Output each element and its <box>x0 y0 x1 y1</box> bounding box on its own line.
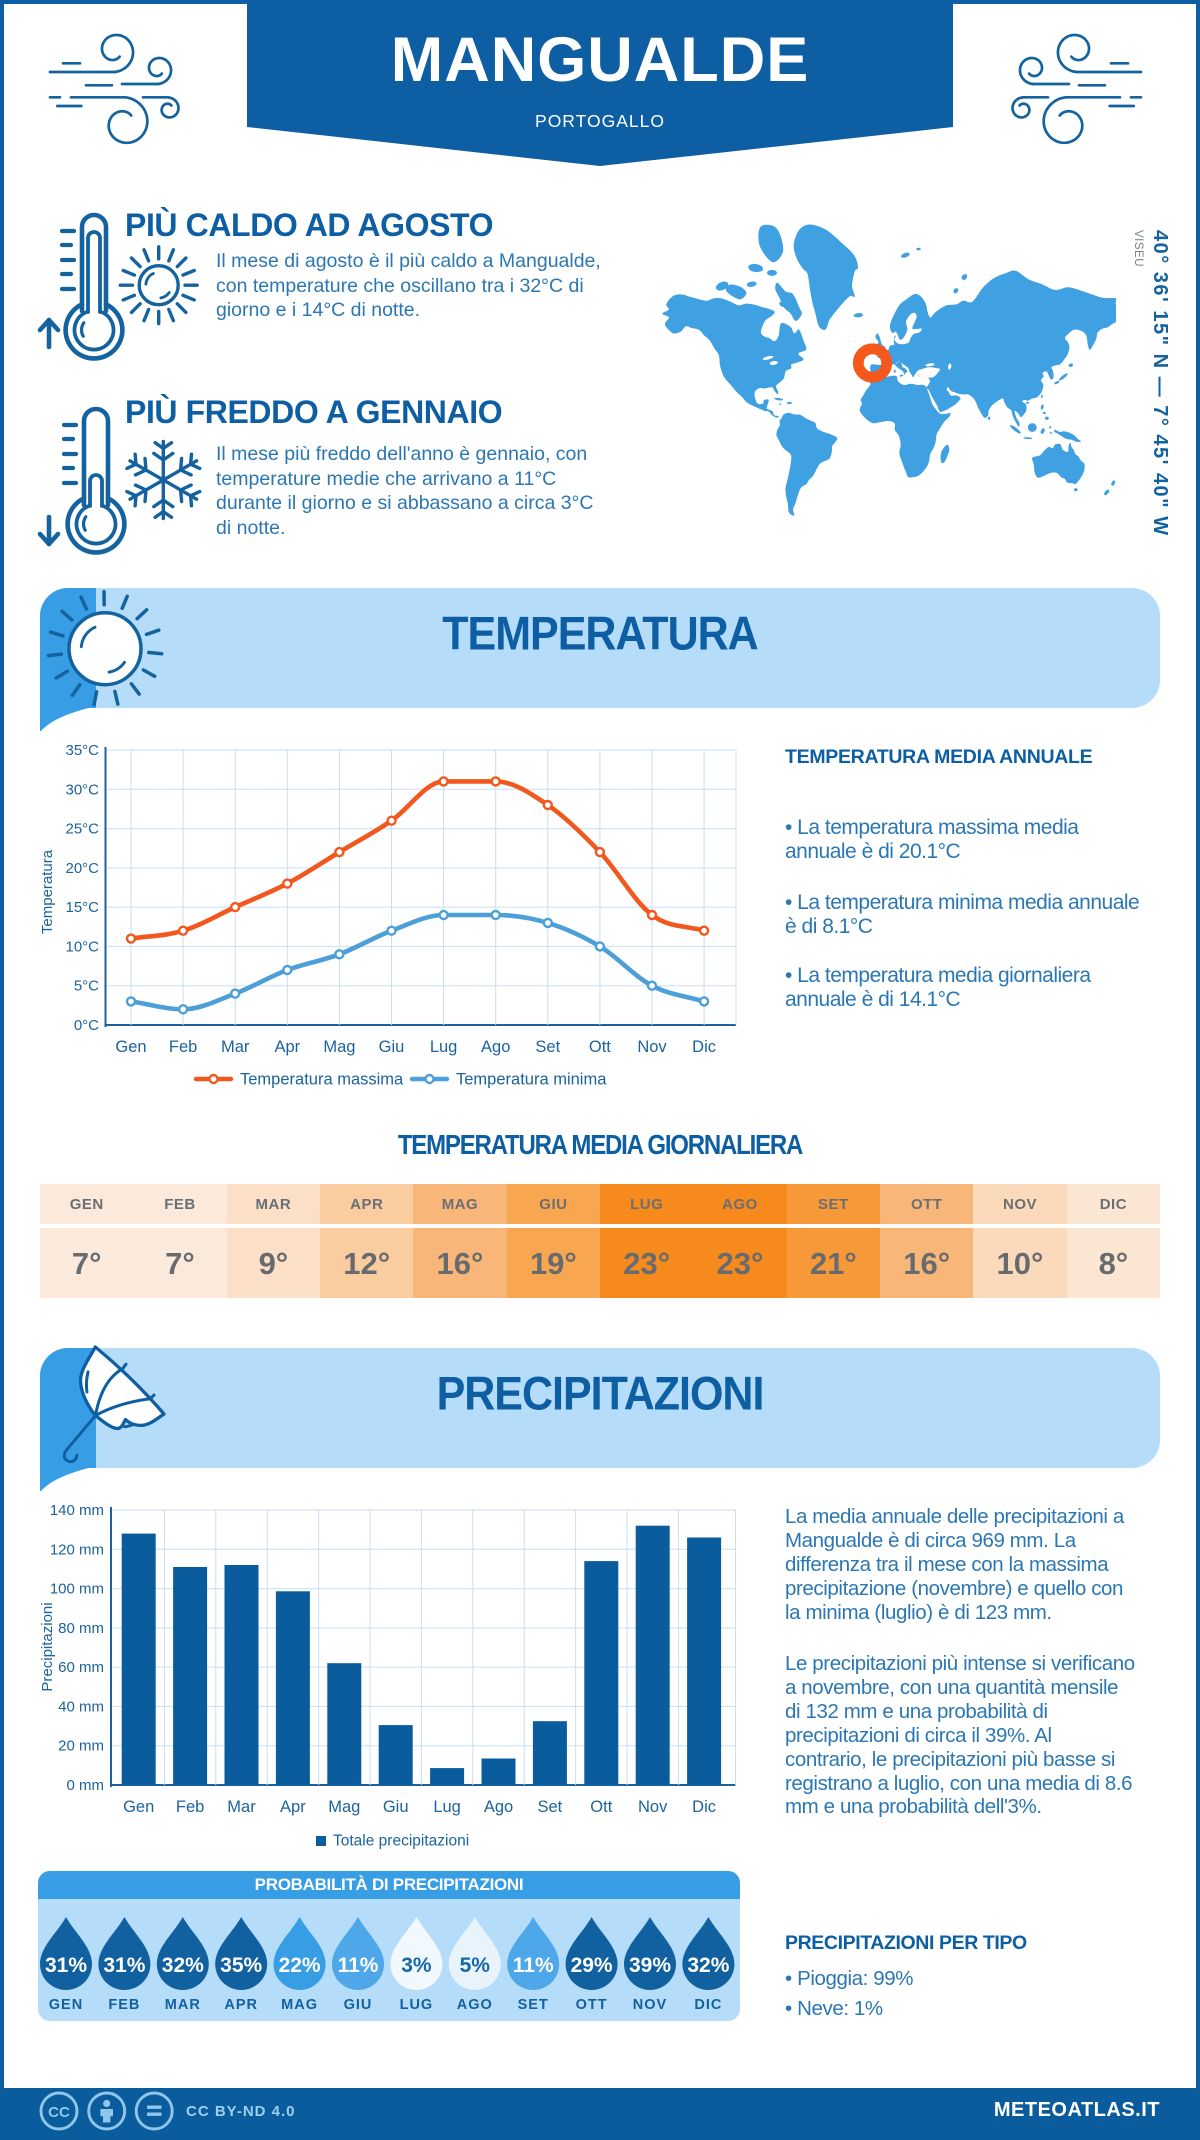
svg-text:22%: 22% <box>279 1954 321 1977</box>
svg-text:25°C: 25°C <box>65 821 99 838</box>
svg-text:Dic: Dic <box>692 1798 716 1816</box>
svg-text:31%: 31% <box>45 1954 87 1977</box>
svg-text:Temperatura: Temperatura <box>39 849 56 934</box>
svg-text:Giu: Giu <box>383 1798 409 1816</box>
svg-text:Ott: Ott <box>589 1038 611 1056</box>
svg-text:Ago: Ago <box>481 1038 510 1056</box>
svg-text:Temperatura massima: Temperatura massima <box>240 1071 404 1089</box>
svg-text:32%: 32% <box>687 1954 729 1977</box>
svg-text:10°C: 10°C <box>65 938 99 955</box>
svg-text:Ott: Ott <box>590 1798 612 1816</box>
svg-text:Lug: Lug <box>433 1798 461 1816</box>
svg-text:32%: 32% <box>162 1954 204 1977</box>
svg-text:Nov: Nov <box>637 1038 667 1056</box>
svg-text:29%: 29% <box>571 1954 613 1977</box>
svg-text:Lug: Lug <box>430 1038 458 1056</box>
svg-text:AGO: AGO <box>457 1997 493 2013</box>
svg-text:Dic: Dic <box>692 1038 716 1056</box>
svg-text:Totale precipitazioni: Totale precipitazioni <box>333 1833 469 1850</box>
svg-text:GEN: GEN <box>49 1997 83 2013</box>
svg-text:11%: 11% <box>338 1954 379 1977</box>
svg-text:35%: 35% <box>220 1954 262 1977</box>
svg-text:Giu: Giu <box>379 1038 405 1056</box>
svg-text:3%: 3% <box>401 1954 432 1977</box>
svg-text:20°C: 20°C <box>65 860 99 877</box>
svg-text:120 mm: 120 mm <box>50 1541 104 1558</box>
svg-text:Precipitazioni: Precipitazioni <box>39 1602 56 1691</box>
svg-text:OTT: OTT <box>576 1997 608 2013</box>
svg-text:Feb: Feb <box>176 1798 204 1816</box>
svg-text:Apr: Apr <box>280 1798 306 1816</box>
svg-text:CC: CC <box>48 2104 70 2121</box>
svg-text:MAG: MAG <box>281 1997 318 2013</box>
svg-text:Ago: Ago <box>484 1798 513 1816</box>
svg-text:LUG: LUG <box>400 1997 434 2013</box>
svg-text:Feb: Feb <box>169 1038 197 1056</box>
svg-text:MAR: MAR <box>165 1997 201 2013</box>
svg-text:Mag: Mag <box>323 1038 355 1056</box>
svg-text:39%: 39% <box>629 1954 671 1977</box>
svg-text:35°C: 35°C <box>65 742 99 759</box>
svg-text:80 mm: 80 mm <box>58 1620 104 1637</box>
svg-text:GIU: GIU <box>344 1997 373 2013</box>
svg-text:NOV: NOV <box>633 1997 667 2013</box>
svg-text:20 mm: 20 mm <box>58 1738 104 1755</box>
svg-text:FEB: FEB <box>108 1997 140 2013</box>
svg-text:0 mm: 0 mm <box>67 1777 105 1794</box>
svg-text:Mag: Mag <box>328 1798 360 1816</box>
svg-text:Apr: Apr <box>274 1038 300 1056</box>
svg-text:5%: 5% <box>460 1954 491 1977</box>
svg-text:Set: Set <box>535 1038 560 1056</box>
svg-text:15°C: 15°C <box>65 899 99 916</box>
svg-text:DIC: DIC <box>694 1997 722 2013</box>
svg-text:31%: 31% <box>103 1954 145 1977</box>
svg-text:0°C: 0°C <box>74 1017 99 1034</box>
svg-text:5°C: 5°C <box>74 978 99 995</box>
svg-text:100 mm: 100 mm <box>50 1581 104 1598</box>
svg-text:APR: APR <box>224 1997 258 2013</box>
svg-text:Set: Set <box>538 1798 563 1816</box>
svg-text:60 mm: 60 mm <box>58 1659 104 1676</box>
svg-text:Mar: Mar <box>227 1798 256 1816</box>
svg-text:40 mm: 40 mm <box>58 1698 104 1715</box>
svg-text:30°C: 30°C <box>65 781 99 798</box>
svg-text:11%: 11% <box>513 1954 554 1977</box>
svg-text:Mar: Mar <box>221 1038 250 1056</box>
svg-text:140 mm: 140 mm <box>50 1502 104 1519</box>
svg-text:Temperatura minima: Temperatura minima <box>456 1071 607 1089</box>
svg-text:Gen: Gen <box>115 1038 146 1056</box>
svg-text:SET: SET <box>518 1997 549 2013</box>
svg-text:Nov: Nov <box>638 1798 668 1816</box>
svg-text:Gen: Gen <box>123 1798 154 1816</box>
